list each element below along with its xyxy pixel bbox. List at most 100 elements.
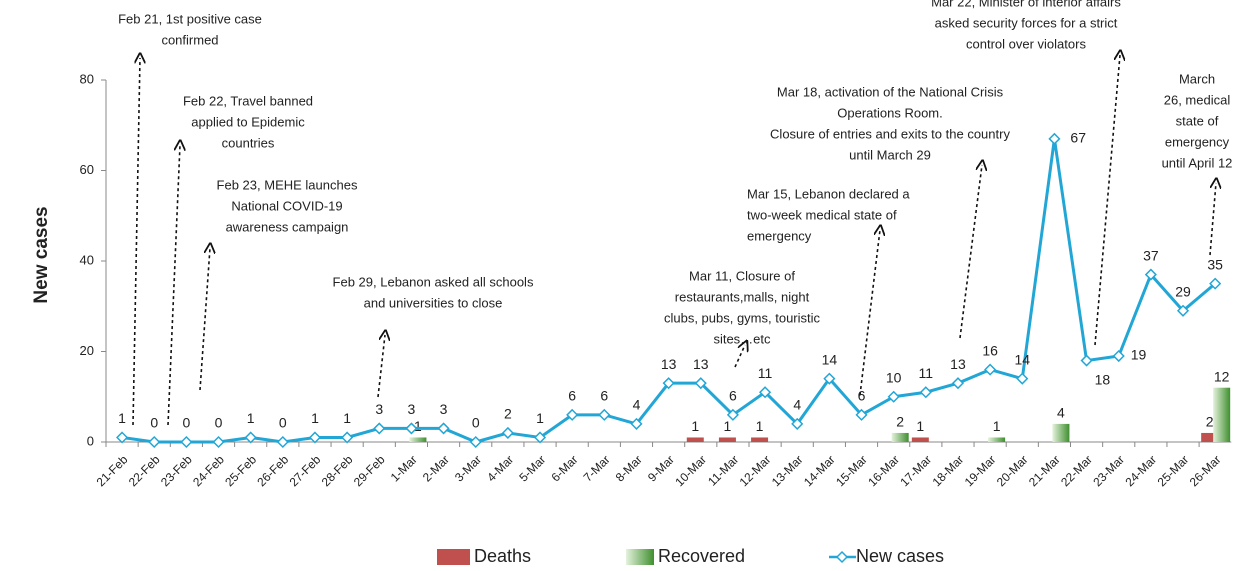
marker	[116, 431, 129, 444]
bar-value-label: 1	[756, 418, 764, 434]
annotation: Feb 22, Travel banned	[183, 93, 313, 108]
marker	[212, 435, 225, 449]
line-value-label: 35	[1207, 256, 1223, 272]
annotation-arrow	[199, 248, 210, 391]
x-tick-label: 24-Mar	[1122, 452, 1159, 489]
line-value-label: 0	[150, 415, 158, 431]
x-tick-label: 29-Feb	[351, 452, 388, 489]
annotation: restaurants,malls, night	[675, 289, 810, 304]
line-value-label: 0	[472, 415, 480, 431]
annotation: countries	[222, 135, 275, 150]
annotation: Mar 18, activation of the National Crisi…	[777, 84, 1004, 99]
marker	[405, 422, 418, 435]
legend-swatch	[835, 550, 849, 564]
bar-value-label: 12	[1214, 368, 1230, 384]
line-value-label: 4	[633, 397, 641, 413]
x-tick-label: 25-Feb	[222, 452, 259, 489]
bar-value-label: 1	[414, 418, 422, 434]
line-value-label: 11	[758, 365, 773, 381]
annotation-arrow	[377, 335, 385, 398]
line-value-label: 16	[982, 342, 998, 358]
marker	[373, 422, 386, 435]
annotation: clubs, pubs, gyms, touristic	[664, 310, 821, 325]
bar	[1201, 432, 1219, 442]
line-value-label: 6	[568, 388, 576, 404]
annotation: until March 29	[849, 147, 931, 162]
marker	[984, 363, 997, 376]
annotation: emergency	[747, 228, 812, 243]
line-value-label: 1	[536, 410, 544, 426]
annotation: Mar 11, Closure of	[689, 268, 795, 283]
marker	[148, 435, 161, 449]
x-tick-label: 21-Feb	[94, 452, 131, 489]
bar-value-label: 2	[1206, 414, 1214, 430]
line-value-label: 13	[661, 356, 677, 372]
x-tick-label: 11-Mar	[705, 452, 741, 488]
line-value-label: 29	[1175, 283, 1191, 299]
x-tick-label: 8-Mar	[613, 452, 645, 484]
line-value-label: 3	[440, 401, 448, 417]
line-value-label: 13	[693, 356, 709, 372]
annotation: Feb 29, Lebanon asked all schools	[333, 274, 534, 289]
line-value-label: 6	[858, 388, 866, 404]
x-tick-label: 4-Mar	[484, 452, 516, 484]
marker	[759, 386, 772, 399]
line-value-label: 10	[886, 369, 902, 385]
marker	[1112, 349, 1125, 363]
line-value-label: 3	[408, 401, 416, 417]
y-axis-label: New cases	[31, 206, 52, 303]
x-tick-label: 23-Feb	[158, 452, 195, 489]
bar	[988, 437, 1006, 442]
x-tick-label: 22-Mar	[1058, 452, 1095, 489]
annotation-arrow	[734, 345, 745, 368]
annotation: National COVID-19	[231, 198, 342, 213]
line-value-label: 4	[793, 397, 801, 413]
annotation: emergency	[1165, 134, 1230, 149]
x-tick-label: 26-Mar	[1187, 452, 1224, 489]
marker	[694, 377, 707, 390]
marker	[341, 431, 354, 444]
annotation: Closure of entries and exits to the coun…	[770, 126, 1010, 141]
marker	[533, 431, 547, 444]
marker	[180, 435, 193, 449]
line-value-label: 6	[729, 388, 737, 404]
annotation: state of	[1176, 113, 1219, 128]
x-tick-label: 20-Mar	[994, 452, 1031, 489]
annotation: Mar 15, Lebanon declared a	[747, 186, 910, 201]
x-tick-label: 25-Mar	[1155, 452, 1192, 489]
line-value-label: 18	[1095, 371, 1111, 387]
bar-value-label: 1	[993, 418, 1001, 434]
bar	[409, 437, 427, 442]
x-tick-label: 17-Mar	[897, 452, 934, 489]
y-tick-label: 20	[80, 343, 94, 358]
marker	[1080, 354, 1093, 367]
x-tick-label: 28-Feb	[319, 452, 356, 489]
line-value-label: 14	[1014, 351, 1030, 367]
annotation-arrow	[959, 165, 982, 339]
marker	[1209, 277, 1222, 290]
bar	[911, 437, 929, 442]
marker	[919, 386, 932, 399]
legend-swatch	[626, 549, 654, 565]
x-tick-label: 5-Mar	[516, 452, 548, 484]
annotation: confirmed	[161, 32, 218, 47]
annotation: until April 12	[1162, 155, 1233, 170]
x-tick-label: 6-Mar	[548, 452, 580, 484]
annotation-arrow	[132, 58, 140, 426]
marker	[244, 431, 257, 444]
marker	[1144, 268, 1157, 281]
line-value-label: 11	[919, 365, 934, 381]
annotation: Operations Room.	[837, 105, 943, 120]
marker	[1048, 132, 1061, 145]
line-value-label: 3	[375, 401, 383, 417]
bar	[891, 432, 909, 442]
y-tick-label: 80	[80, 71, 94, 86]
annotation: sites…etc	[713, 331, 771, 346]
annotation: asked security forces for a strict	[935, 15, 1118, 30]
x-tick-label: 2-Mar	[420, 452, 452, 484]
line-value-label: 0	[182, 415, 190, 431]
marker	[469, 435, 482, 449]
x-tick-label: 7-Mar	[581, 452, 613, 484]
annotation: March	[1179, 71, 1215, 86]
marker	[276, 435, 289, 449]
